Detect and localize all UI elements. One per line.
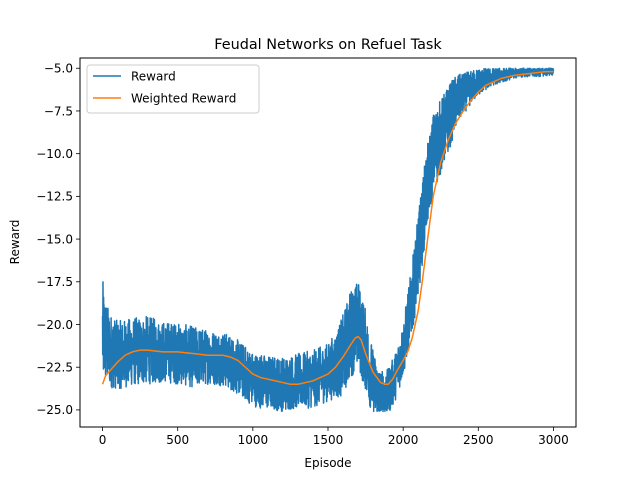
y-tick-label: −22.5 (36, 361, 73, 375)
x-tick-label: 2500 (463, 433, 494, 447)
x-tick-label: 500 (166, 433, 189, 447)
x-tick-label: 3000 (538, 433, 569, 447)
y-tick-label: −20.0 (36, 318, 73, 332)
y-tick-label: −12.5 (36, 190, 73, 204)
y-tick-label: −5.0 (44, 62, 73, 76)
legend-frame (86, 64, 260, 114)
legend-label-reward: Reward (131, 70, 176, 84)
y-tick-label: −15.0 (36, 232, 73, 246)
plot-frame (79, 57, 577, 428)
chart-title: Feudal Networks on Refuel Task (214, 37, 442, 53)
x-tick-label: 0 (99, 433, 107, 447)
y-tick-label: −10.0 (36, 147, 73, 161)
x-axis-label: Episode (304, 456, 351, 470)
y-tick-label: −25.0 (36, 403, 73, 417)
legend-label-weighted-reward: Weighted Reward (131, 92, 236, 106)
x-tick-label: 1500 (313, 433, 344, 447)
y-tick-label: −17.5 (36, 275, 73, 289)
y-axis-label: Reward (8, 220, 22, 265)
series-line-reward (101, 67, 555, 413)
series-line-weighted-reward (101, 70, 554, 386)
legend: Reward Weighted Reward (86, 64, 260, 114)
series-layer (101, 67, 555, 413)
y-tick-label: −7.5 (44, 104, 73, 118)
y-axis-ticks: −25.0 −22.5 −20.0 −17.5 −15.0 −12.5 −10.0 −7.5 −… (36, 62, 80, 417)
x-tick-label: 2000 (388, 433, 419, 447)
x-axis-ticks: 0 500 1000 1500 2000 2500 3000 (99, 427, 569, 447)
x-tick-label: 1000 (238, 433, 269, 447)
